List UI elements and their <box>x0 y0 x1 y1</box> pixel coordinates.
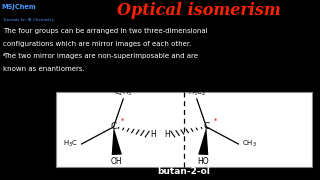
Text: $\mathregular{CH_3}$: $\mathregular{CH_3}$ <box>242 139 257 149</box>
Bar <box>56 92 312 167</box>
Text: Optical isomerism: Optical isomerism <box>116 2 280 19</box>
Polygon shape <box>198 127 208 155</box>
Text: butan-2-ol: butan-2-ol <box>157 166 211 176</box>
Text: OH: OH <box>111 157 123 166</box>
Text: The four groups can be arranged in two three-dimensional: The four groups can be arranged in two t… <box>3 28 208 34</box>
Text: •: • <box>2 53 5 59</box>
Text: *: * <box>213 118 217 124</box>
Text: C: C <box>203 122 210 131</box>
Text: H: H <box>150 130 156 139</box>
Text: Tutorials for IB Chemistry: Tutorials for IB Chemistry <box>2 18 54 22</box>
Polygon shape <box>112 127 122 155</box>
Text: C: C <box>110 122 117 131</box>
Text: $\mathregular{H_3C}$: $\mathregular{H_3C}$ <box>63 139 78 149</box>
Text: HO: HO <box>197 157 209 166</box>
Text: $\mathregular{H_5C_2}$: $\mathregular{H_5C_2}$ <box>188 88 206 98</box>
Text: H: H <box>164 130 170 139</box>
Text: mirror: mirror <box>175 86 193 91</box>
Text: *: * <box>121 118 124 124</box>
Text: The two mirror images are non-superimposable and are: The two mirror images are non-superimpos… <box>3 53 198 59</box>
Text: $\mathregular{C_2H_5}$: $\mathregular{C_2H_5}$ <box>114 88 132 98</box>
Text: MSJChem: MSJChem <box>2 4 36 10</box>
Text: known as enantiomers.: known as enantiomers. <box>3 66 85 72</box>
Text: configurations which are mirror images of each other.: configurations which are mirror images o… <box>3 40 192 46</box>
